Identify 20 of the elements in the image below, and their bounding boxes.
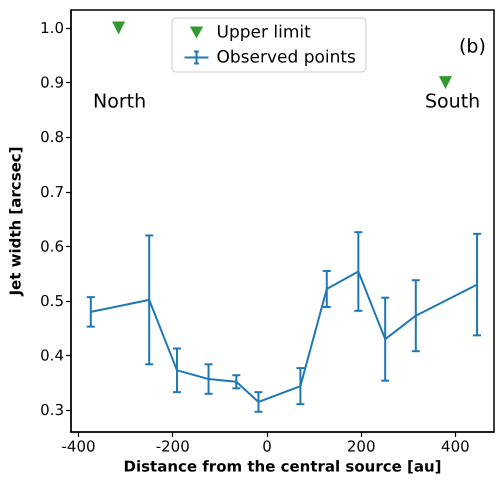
y-tick-label: 0.9 [40, 74, 64, 92]
y-axis-title: Jet width [arcsec] [6, 146, 24, 297]
legend-label: Upper limit [216, 22, 312, 42]
y-tick-label: 1.0 [40, 19, 64, 38]
x-axis-title: Distance from the central source [au] [123, 457, 442, 476]
x-tick-label: -400 [62, 438, 96, 456]
y-tick-label: 0.3 [40, 401, 64, 420]
x-tick-label: 200 [346, 438, 376, 456]
x-tick-label: 0 [262, 438, 272, 456]
x-tick-label: -200 [156, 438, 190, 456]
annotation: (b) [459, 36, 486, 58]
y-tick-label: 0.6 [40, 237, 64, 256]
y-tick-label: 0.7 [40, 182, 64, 201]
x-tick-label: 400 [441, 438, 470, 456]
legend-label: Observed points [216, 48, 356, 68]
annotation: North [93, 90, 146, 112]
y-tick-label: 0.4 [40, 346, 64, 365]
annotation: South [425, 90, 480, 112]
y-tick-label: 0.5 [40, 292, 64, 310]
y-tick-label: 0.8 [40, 128, 64, 146]
